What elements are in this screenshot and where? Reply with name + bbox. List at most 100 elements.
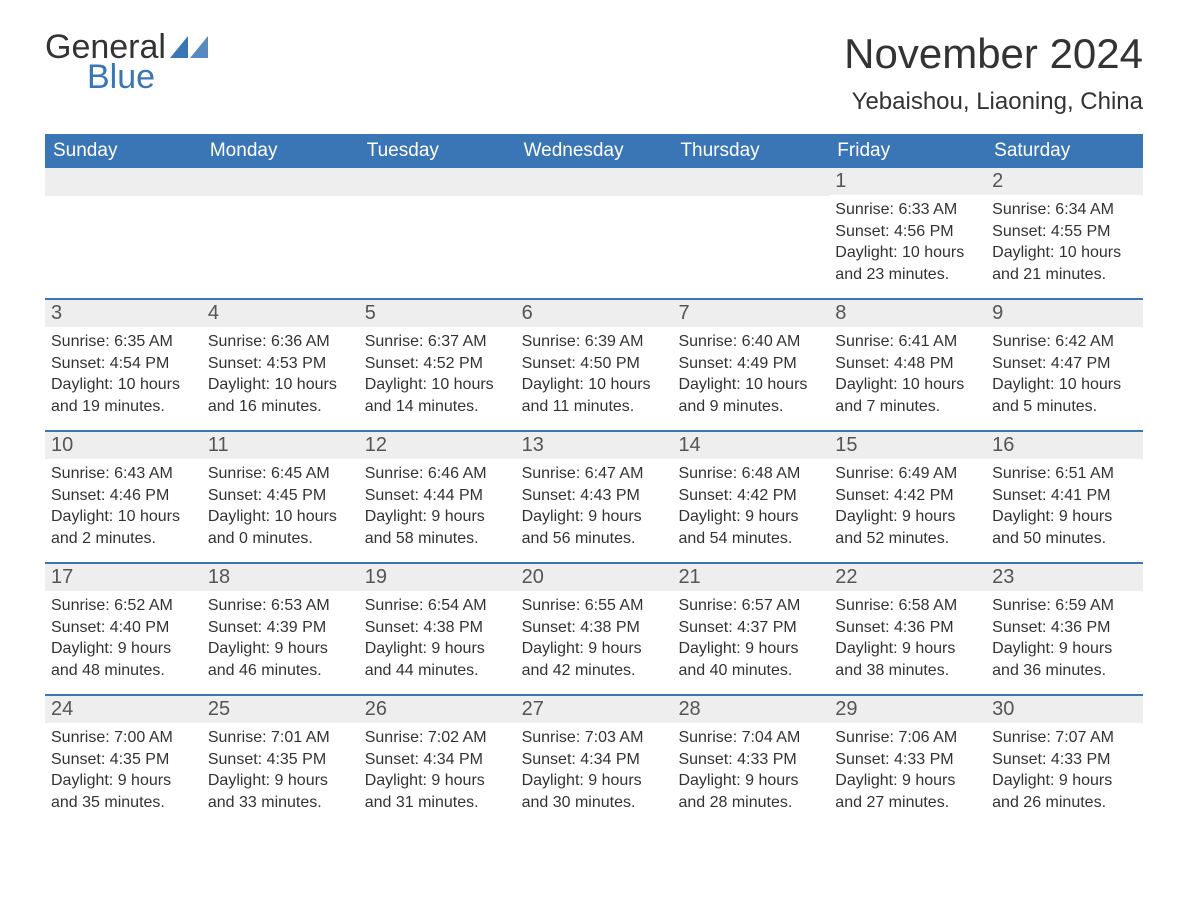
empty-day-header	[672, 168, 829, 196]
day-info: Sunrise: 6:52 AMSunset: 4:40 PMDaylight:…	[45, 591, 202, 689]
day-info: Sunrise: 6:40 AMSunset: 4:49 PMDaylight:…	[672, 327, 829, 425]
day-info: Sunrise: 6:34 AMSunset: 4:55 PMDaylight:…	[986, 195, 1143, 293]
sunrise-text: Sunrise: 6:43 AM	[51, 463, 196, 485]
daylight-text: Daylight: 9 hours and 30 minutes.	[522, 770, 667, 813]
logo-sail-icon	[170, 36, 210, 62]
sunset-text: Sunset: 4:47 PM	[992, 353, 1137, 375]
sunset-text: Sunset: 4:50 PM	[522, 353, 667, 375]
daylight-text: Daylight: 10 hours and 14 minutes.	[365, 374, 510, 417]
sunrise-text: Sunrise: 7:03 AM	[522, 727, 667, 749]
calendar-day-cell: 21Sunrise: 6:57 AMSunset: 4:37 PMDayligh…	[672, 564, 829, 694]
sunrise-text: Sunrise: 6:39 AM	[522, 331, 667, 353]
sunset-text: Sunset: 4:36 PM	[992, 617, 1137, 639]
sunset-text: Sunset: 4:34 PM	[522, 749, 667, 771]
calendar-day-cell: 1Sunrise: 6:33 AMSunset: 4:56 PMDaylight…	[829, 168, 986, 298]
calendar-day-cell: 7Sunrise: 6:40 AMSunset: 4:49 PMDaylight…	[672, 300, 829, 430]
sunrise-text: Sunrise: 7:06 AM	[835, 727, 980, 749]
daylight-text: Daylight: 9 hours and 26 minutes.	[992, 770, 1137, 813]
daylight-text: Daylight: 9 hours and 42 minutes.	[522, 638, 667, 681]
calendar-day-cell: 17Sunrise: 6:52 AMSunset: 4:40 PMDayligh…	[45, 564, 202, 694]
sunset-text: Sunset: 4:48 PM	[835, 353, 980, 375]
day-info: Sunrise: 6:49 AMSunset: 4:42 PMDaylight:…	[829, 459, 986, 557]
daylight-text: Daylight: 10 hours and 23 minutes.	[835, 242, 980, 285]
day-number: 6	[516, 300, 673, 327]
sunset-text: Sunset: 4:41 PM	[992, 485, 1137, 507]
calendar-day-cell	[202, 168, 359, 298]
day-info: Sunrise: 7:00 AMSunset: 4:35 PMDaylight:…	[45, 723, 202, 821]
empty-day-header	[516, 168, 673, 196]
sunrise-text: Sunrise: 6:42 AM	[992, 331, 1137, 353]
sunrise-text: Sunrise: 7:02 AM	[365, 727, 510, 749]
daylight-text: Daylight: 10 hours and 21 minutes.	[992, 242, 1137, 285]
sunset-text: Sunset: 4:43 PM	[522, 485, 667, 507]
calendar-day-cell: 23Sunrise: 6:59 AMSunset: 4:36 PMDayligh…	[986, 564, 1143, 694]
day-number: 12	[359, 432, 516, 459]
day-info: Sunrise: 6:45 AMSunset: 4:45 PMDaylight:…	[202, 459, 359, 557]
calendar-day-cell: 13Sunrise: 6:47 AMSunset: 4:43 PMDayligh…	[516, 432, 673, 562]
calendar-day-cell: 26Sunrise: 7:02 AMSunset: 4:34 PMDayligh…	[359, 696, 516, 826]
sunset-text: Sunset: 4:52 PM	[365, 353, 510, 375]
day-number: 10	[45, 432, 202, 459]
day-info: Sunrise: 7:04 AMSunset: 4:33 PMDaylight:…	[672, 723, 829, 821]
calendar-day-cell	[672, 168, 829, 298]
calendar-week-row: 24Sunrise: 7:00 AMSunset: 4:35 PMDayligh…	[45, 694, 1143, 826]
calendar-day-cell: 11Sunrise: 6:45 AMSunset: 4:45 PMDayligh…	[202, 432, 359, 562]
day-info: Sunrise: 7:02 AMSunset: 4:34 PMDaylight:…	[359, 723, 516, 821]
calendar-day-cell: 25Sunrise: 7:01 AMSunset: 4:35 PMDayligh…	[202, 696, 359, 826]
sunset-text: Sunset: 4:44 PM	[365, 485, 510, 507]
daylight-text: Daylight: 9 hours and 33 minutes.	[208, 770, 353, 813]
day-number: 13	[516, 432, 673, 459]
sunset-text: Sunset: 4:39 PM	[208, 617, 353, 639]
calendar-day-cell: 12Sunrise: 6:46 AMSunset: 4:44 PMDayligh…	[359, 432, 516, 562]
calendar-day-cell: 14Sunrise: 6:48 AMSunset: 4:42 PMDayligh…	[672, 432, 829, 562]
calendar-day-cell: 8Sunrise: 6:41 AMSunset: 4:48 PMDaylight…	[829, 300, 986, 430]
title-block: November 2024 Yebaishou, Liaoning, China	[844, 30, 1143, 116]
daylight-text: Daylight: 10 hours and 9 minutes.	[678, 374, 823, 417]
calendar-week-row: 3Sunrise: 6:35 AMSunset: 4:54 PMDaylight…	[45, 298, 1143, 430]
day-info: Sunrise: 6:54 AMSunset: 4:38 PMDaylight:…	[359, 591, 516, 689]
day-number: 2	[986, 168, 1143, 195]
calendar-day-cell: 4Sunrise: 6:36 AMSunset: 4:53 PMDaylight…	[202, 300, 359, 430]
day-header-saturday: Saturday	[986, 134, 1143, 168]
daylight-text: Daylight: 9 hours and 48 minutes.	[51, 638, 196, 681]
sunrise-text: Sunrise: 6:45 AM	[208, 463, 353, 485]
daylight-text: Daylight: 9 hours and 35 minutes.	[51, 770, 196, 813]
day-number: 9	[986, 300, 1143, 327]
calendar-week-row: 1Sunrise: 6:33 AMSunset: 4:56 PMDaylight…	[45, 168, 1143, 298]
day-number: 16	[986, 432, 1143, 459]
daylight-text: Daylight: 9 hours and 52 minutes.	[835, 506, 980, 549]
calendar-day-cell: 22Sunrise: 6:58 AMSunset: 4:36 PMDayligh…	[829, 564, 986, 694]
day-info: Sunrise: 6:57 AMSunset: 4:37 PMDaylight:…	[672, 591, 829, 689]
day-number: 7	[672, 300, 829, 327]
sunrise-text: Sunrise: 6:37 AM	[365, 331, 510, 353]
day-number: 21	[672, 564, 829, 591]
day-number: 18	[202, 564, 359, 591]
empty-day-header	[202, 168, 359, 196]
calendar-day-cell: 27Sunrise: 7:03 AMSunset: 4:34 PMDayligh…	[516, 696, 673, 826]
calendar-day-cell: 24Sunrise: 7:00 AMSunset: 4:35 PMDayligh…	[45, 696, 202, 826]
daylight-text: Daylight: 10 hours and 19 minutes.	[51, 374, 196, 417]
sunset-text: Sunset: 4:53 PM	[208, 353, 353, 375]
sunrise-text: Sunrise: 6:41 AM	[835, 331, 980, 353]
sunset-text: Sunset: 4:35 PM	[208, 749, 353, 771]
sunset-text: Sunset: 4:55 PM	[992, 221, 1137, 243]
calendar-day-cell: 6Sunrise: 6:39 AMSunset: 4:50 PMDaylight…	[516, 300, 673, 430]
sunrise-text: Sunrise: 6:34 AM	[992, 199, 1137, 221]
day-info: Sunrise: 7:07 AMSunset: 4:33 PMDaylight:…	[986, 723, 1143, 821]
calendar-day-cell: 30Sunrise: 7:07 AMSunset: 4:33 PMDayligh…	[986, 696, 1143, 826]
day-number: 30	[986, 696, 1143, 723]
calendar-day-cell: 28Sunrise: 7:04 AMSunset: 4:33 PMDayligh…	[672, 696, 829, 826]
sunrise-text: Sunrise: 7:04 AM	[678, 727, 823, 749]
calendar-week-row: 17Sunrise: 6:52 AMSunset: 4:40 PMDayligh…	[45, 562, 1143, 694]
sunset-text: Sunset: 4:40 PM	[51, 617, 196, 639]
day-info: Sunrise: 7:06 AMSunset: 4:33 PMDaylight:…	[829, 723, 986, 821]
daylight-text: Daylight: 9 hours and 58 minutes.	[365, 506, 510, 549]
day-header-sunday: Sunday	[45, 134, 202, 168]
day-info: Sunrise: 6:37 AMSunset: 4:52 PMDaylight:…	[359, 327, 516, 425]
day-number: 28	[672, 696, 829, 723]
daylight-text: Daylight: 9 hours and 46 minutes.	[208, 638, 353, 681]
calendar-day-cell: 19Sunrise: 6:54 AMSunset: 4:38 PMDayligh…	[359, 564, 516, 694]
daylight-text: Daylight: 9 hours and 38 minutes.	[835, 638, 980, 681]
sunset-text: Sunset: 4:33 PM	[992, 749, 1137, 771]
sunrise-text: Sunrise: 6:33 AM	[835, 199, 980, 221]
